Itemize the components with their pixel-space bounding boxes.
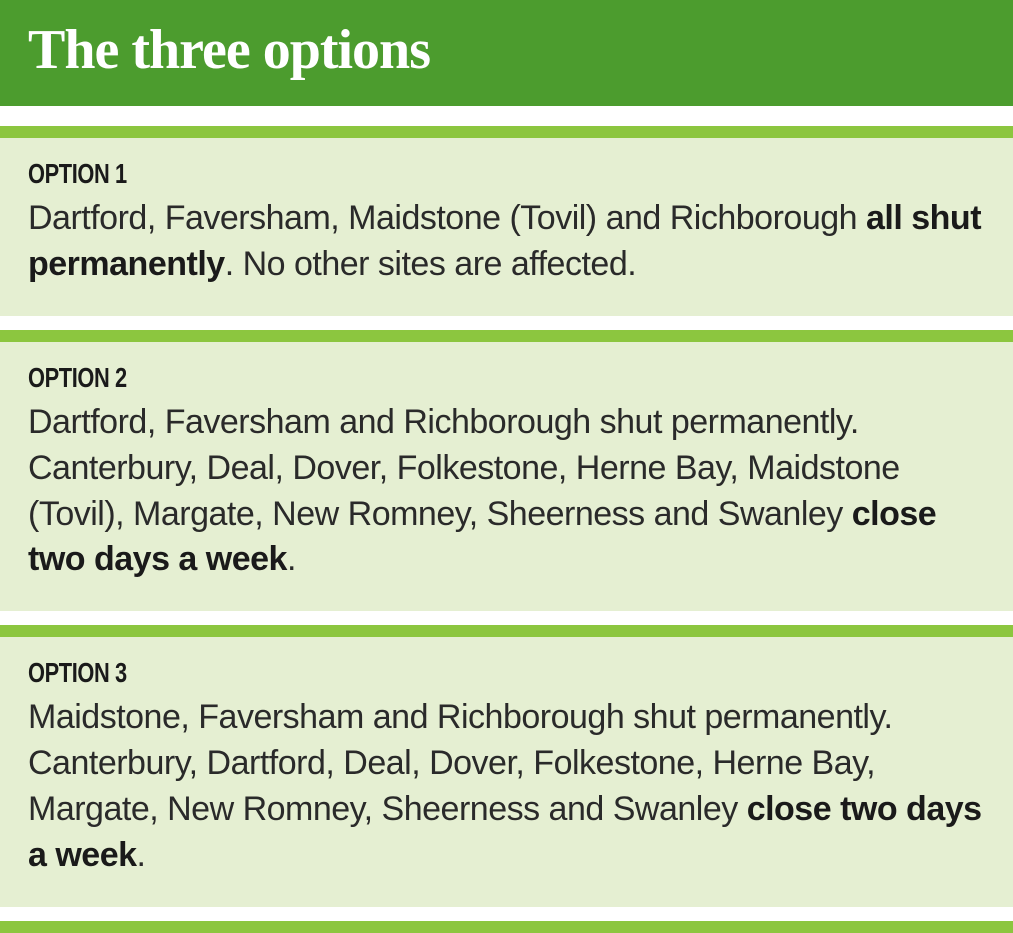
divider [0, 625, 1013, 637]
spacer [0, 907, 1013, 921]
spacer [0, 106, 1013, 126]
divider [0, 921, 1013, 933]
header-title: The three options [28, 18, 985, 82]
option-body: Dartford, Faversham and Richborough shut… [28, 400, 985, 584]
option-body: Maidstone, Faversham and Richborough shu… [28, 695, 985, 879]
option-label: OPTION 2 [28, 362, 774, 394]
divider [0, 126, 1013, 138]
header-bar: The three options [0, 0, 1013, 106]
option-text-pre: Dartford, Faversham and Richborough shut… [28, 403, 900, 533]
divider [0, 330, 1013, 342]
option-block-1: OPTION 1 Dartford, Faversham, Maidstone … [0, 138, 1013, 316]
option-text-post: . No other sites are affected. [225, 245, 637, 283]
option-text-pre: Dartford, Faversham, Maidstone (Tovil) a… [28, 199, 866, 237]
option-block-3: OPTION 3 Maidstone, Faversham and Richbo… [0, 637, 1013, 907]
infographic-container: The three options OPTION 1 Dartford, Fav… [0, 0, 1013, 933]
spacer [0, 611, 1013, 625]
option-text-post: . [137, 836, 146, 874]
option-block-2: OPTION 2 Dartford, Faversham and Richbor… [0, 342, 1013, 612]
option-label: OPTION 3 [28, 657, 774, 689]
spacer [0, 316, 1013, 330]
option-body: Dartford, Faversham, Maidstone (Tovil) a… [28, 196, 985, 288]
option-text-post: . [287, 540, 296, 578]
option-label: OPTION 1 [28, 158, 774, 190]
